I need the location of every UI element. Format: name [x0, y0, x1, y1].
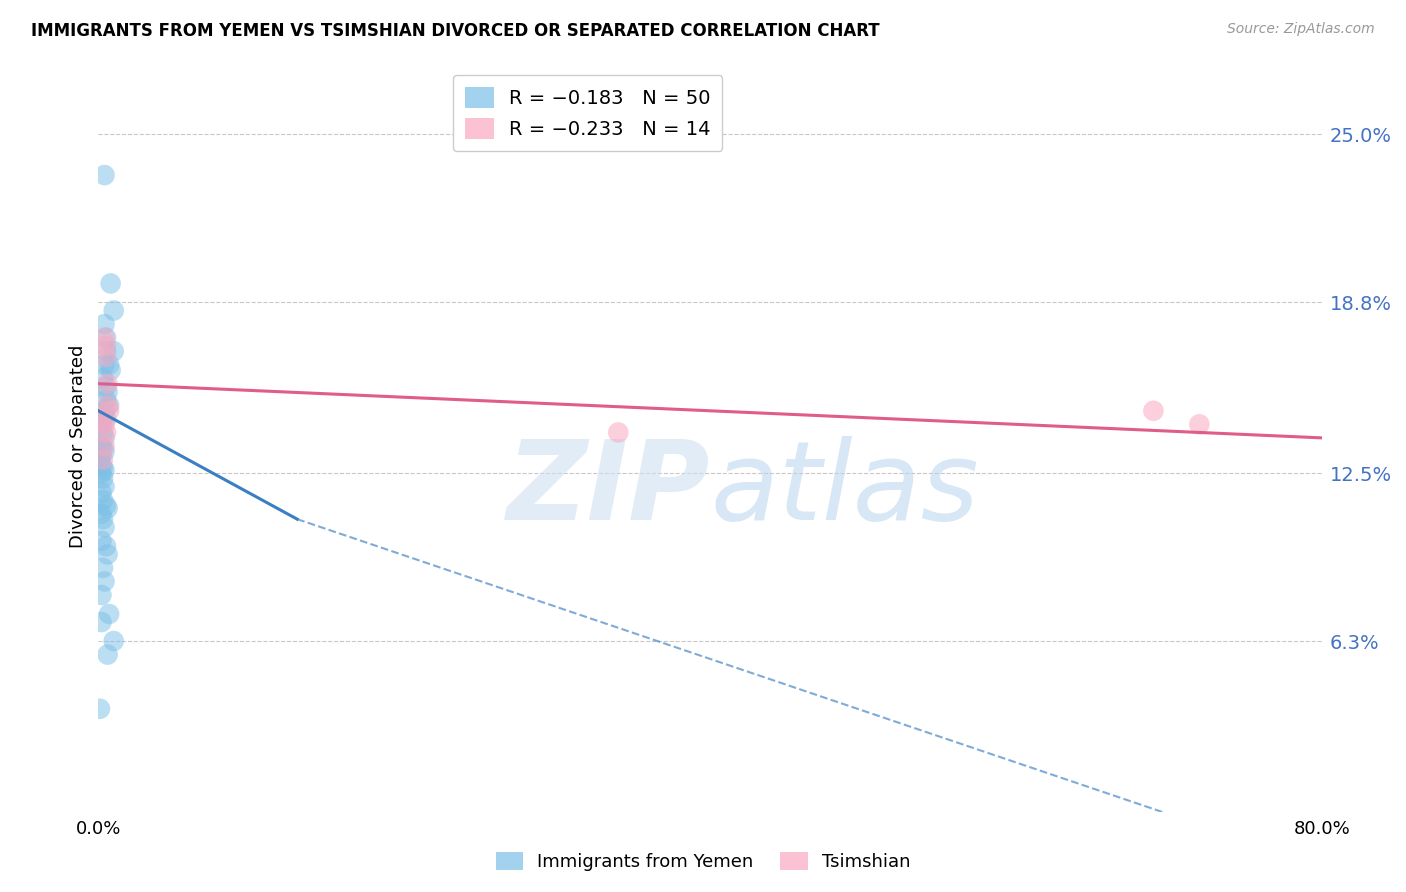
Point	[91, 425, 114, 440]
Point	[100, 277, 122, 291]
Point	[94, 331, 117, 345]
Point	[97, 398, 120, 412]
Point	[97, 547, 120, 561]
Point	[93, 439, 115, 453]
Point	[607, 425, 630, 440]
Point	[91, 460, 114, 475]
Text: atlas: atlas	[710, 436, 979, 543]
Point	[89, 702, 111, 716]
Point	[103, 303, 125, 318]
Point	[90, 450, 112, 464]
Point	[91, 471, 114, 485]
Text: Source: ZipAtlas.com: Source: ZipAtlas.com	[1227, 22, 1375, 37]
Y-axis label: Divorced or Separated: Divorced or Separated	[69, 344, 87, 548]
Point	[93, 520, 115, 534]
Point	[91, 561, 114, 575]
Point	[91, 371, 114, 385]
Point	[91, 512, 114, 526]
Point	[90, 615, 112, 629]
Point	[1188, 417, 1211, 432]
Point	[94, 425, 117, 440]
Point	[98, 358, 121, 372]
Point	[103, 344, 125, 359]
Point	[100, 363, 122, 377]
Point	[97, 648, 120, 662]
Point	[91, 452, 114, 467]
Point	[90, 588, 112, 602]
Point	[90, 458, 112, 472]
Point	[94, 412, 117, 426]
Legend: Immigrants from Yemen, Tsimshian: Immigrants from Yemen, Tsimshian	[488, 845, 918, 879]
Point	[94, 344, 117, 359]
Point	[91, 412, 114, 426]
Point	[94, 392, 117, 407]
Point	[90, 439, 112, 453]
Point	[93, 444, 115, 458]
Point	[93, 317, 115, 331]
Point	[98, 607, 121, 621]
Point	[98, 404, 121, 418]
Point	[93, 168, 115, 182]
Point	[90, 417, 112, 432]
Point	[93, 417, 115, 432]
Point	[93, 480, 115, 494]
Point	[90, 466, 112, 480]
Text: ZIP: ZIP	[506, 436, 710, 543]
Point	[91, 442, 114, 456]
Point	[90, 533, 112, 548]
Point	[97, 384, 120, 399]
Point	[94, 350, 117, 364]
Point	[90, 485, 112, 500]
Point	[1142, 404, 1164, 418]
Point	[93, 431, 115, 445]
Point	[90, 507, 112, 521]
Point	[93, 463, 115, 477]
Legend: R = −0.183   N = 50, R = −0.233   N = 14: R = −0.183 N = 50, R = −0.233 N = 14	[453, 75, 723, 151]
Point	[93, 358, 115, 372]
Point	[98, 398, 121, 412]
Point	[89, 452, 111, 467]
Point	[94, 499, 117, 513]
Point	[94, 339, 117, 353]
Point	[103, 634, 125, 648]
Point	[94, 539, 117, 553]
Point	[93, 574, 115, 589]
Point	[97, 501, 120, 516]
Point	[97, 376, 120, 391]
Point	[93, 404, 115, 418]
Point	[94, 379, 117, 393]
Point	[93, 331, 115, 345]
Point	[91, 493, 114, 508]
Point	[91, 412, 114, 426]
Text: IMMIGRANTS FROM YEMEN VS TSIMSHIAN DIVORCED OR SEPARATED CORRELATION CHART: IMMIGRANTS FROM YEMEN VS TSIMSHIAN DIVOR…	[31, 22, 880, 40]
